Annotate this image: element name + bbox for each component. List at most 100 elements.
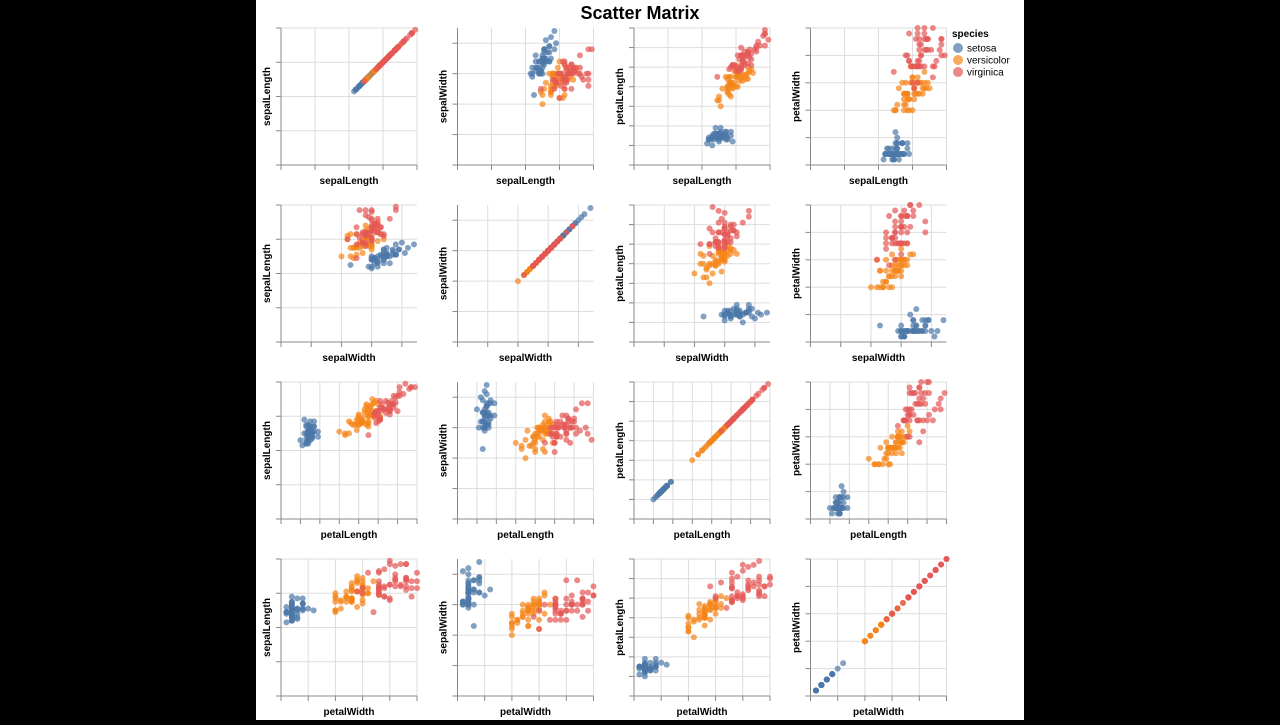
point-virginica — [559, 58, 566, 65]
point-versicolor — [337, 605, 344, 612]
point-virginica — [403, 35, 410, 42]
point-virginica — [892, 229, 899, 236]
point-virginica — [728, 585, 735, 592]
point-versicolor — [536, 616, 543, 623]
point-virginica — [375, 583, 382, 590]
point-versicolor — [883, 439, 890, 446]
point-virginica — [927, 572, 934, 579]
panel-sepalWidth-vs-sepalWidth: sepalWidth sepalWidth — [439, 205, 594, 364]
point-virginica — [910, 212, 917, 219]
point-virginica — [730, 416, 737, 423]
point-setosa — [636, 671, 643, 678]
point-setosa — [818, 682, 825, 689]
y-axis-label: sepalLength — [262, 244, 273, 303]
point-setosa — [395, 246, 402, 253]
point-virginica — [365, 432, 372, 439]
point-virginica — [408, 593, 415, 600]
point-setosa — [483, 382, 490, 389]
point-setosa — [663, 661, 670, 668]
point-versicolor — [348, 595, 355, 602]
point-versicolor — [727, 81, 734, 88]
point-versicolor — [362, 222, 369, 229]
point-virginica — [715, 229, 722, 236]
point-virginica — [745, 563, 752, 570]
point-setosa — [529, 70, 536, 77]
point-setosa — [551, 46, 558, 53]
point-versicolor — [690, 618, 697, 625]
point-virginica — [402, 380, 409, 387]
point-setosa — [548, 55, 554, 62]
point-virginica — [883, 229, 890, 236]
point-versicolor — [700, 252, 707, 259]
y-axis-label: petalLength — [615, 599, 626, 656]
point-virginica — [574, 577, 581, 584]
point-versicolor — [703, 266, 710, 273]
point-virginica — [750, 583, 757, 590]
point-versicolor — [685, 612, 692, 619]
point-setosa — [727, 128, 734, 135]
point-versicolor — [539, 101, 546, 108]
point-virginica — [563, 421, 570, 428]
point-virginica — [368, 215, 375, 222]
point-versicolor — [374, 237, 381, 244]
point-versicolor — [361, 409, 368, 416]
x-axis-label: sepalLength — [320, 176, 379, 187]
point-virginica — [547, 424, 554, 431]
point-setosa — [487, 586, 494, 593]
point-versicolor — [534, 430, 541, 437]
point-setosa — [485, 409, 492, 416]
point-virginica — [745, 207, 752, 214]
point-setosa — [356, 83, 363, 90]
point-versicolor — [522, 436, 529, 443]
point-virginica — [588, 46, 595, 53]
point-setosa — [907, 328, 914, 335]
point-virginica — [568, 592, 575, 599]
point-virginica — [568, 607, 575, 614]
point-versicolor — [541, 610, 548, 617]
point-virginica — [373, 420, 380, 427]
point-setosa — [724, 136, 731, 143]
point-versicolor — [707, 616, 714, 623]
point-virginica — [359, 239, 366, 246]
point-versicolor — [896, 439, 903, 446]
point-virginica — [914, 57, 921, 64]
point-virginica — [712, 593, 719, 600]
point-virginica — [697, 241, 704, 248]
point-setosa — [636, 663, 643, 670]
point-virginica — [380, 232, 387, 239]
point-virginica — [375, 408, 382, 415]
point-virginica — [761, 42, 768, 49]
point-virginica — [394, 408, 401, 415]
panel-petalWidth-vs-petalLength: petalLength petalWidth — [792, 379, 948, 541]
point-setosa — [641, 665, 648, 672]
point-virginica — [721, 245, 728, 252]
point-virginica — [585, 70, 592, 77]
point-setosa — [311, 418, 318, 425]
point-versicolor — [733, 250, 740, 257]
point-versicolor — [369, 401, 376, 408]
point-setosa — [383, 253, 390, 260]
point-virginica — [941, 52, 948, 59]
point-setosa — [658, 488, 665, 495]
point-virginica — [390, 392, 397, 399]
x-axis-label: petalLength — [674, 530, 731, 541]
point-setosa — [294, 615, 301, 622]
point-virginica — [916, 439, 923, 446]
point-virginica — [414, 569, 420, 576]
legend-label: setosa — [967, 44, 997, 55]
point-virginica — [886, 262, 893, 269]
point-setosa — [288, 593, 295, 600]
point-virginica — [359, 585, 366, 592]
point-virginica — [552, 601, 559, 608]
point-virginica — [576, 70, 583, 77]
point-virginica — [918, 379, 925, 385]
point-virginica — [359, 590, 366, 597]
point-setosa — [551, 28, 558, 35]
point-versicolor — [901, 107, 907, 114]
point-setosa — [465, 571, 472, 578]
point-setosa — [721, 132, 728, 139]
point-virginica — [582, 424, 589, 431]
point-setosa — [470, 577, 477, 584]
point-virginica — [922, 389, 929, 396]
point-versicolor — [354, 576, 361, 583]
